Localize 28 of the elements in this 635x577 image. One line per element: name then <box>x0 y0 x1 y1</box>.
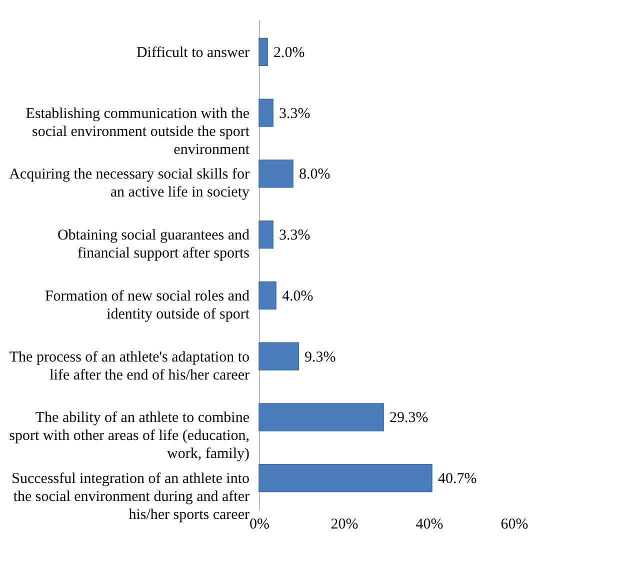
y-tick-label: Acquiring the necessary social skills for an active life in society <box>9 166 250 201</box>
bar <box>258 98 274 127</box>
data-label: 3.3% <box>279 106 310 122</box>
y-tick-label: The process of an athlete's adaptation to life after the end of his/her career <box>9 349 250 384</box>
data-label: 3.3% <box>279 228 310 244</box>
bar <box>258 403 384 432</box>
data-label: 9.3% <box>304 349 336 366</box>
data-label: 4.0% <box>282 288 314 304</box>
data-label: 8.0% <box>299 166 330 183</box>
x-tick-label: 0% <box>250 516 270 532</box>
y-tick-label: Difficult to answer <box>136 44 250 61</box>
y-tick-label: Establishing communication with the social environment outside the sport environment <box>26 106 250 158</box>
x-tick-label: 40% <box>416 516 444 532</box>
bar <box>258 38 268 66</box>
y-tick-label: The ability of an athlete to combine sport with other areas of life (education, work, family) <box>9 410 250 462</box>
y-tick-label: Successful integration of an athlete into the social environment during and after his/her sports career <box>12 471 250 524</box>
data-label: 29.3% <box>390 410 428 426</box>
x-tick-label: 60% <box>500 516 528 532</box>
bar <box>258 342 299 370</box>
bar <box>258 464 432 492</box>
y-tick-label: Formation of new social roles and identity outside of sport <box>44 288 250 322</box>
bar <box>258 220 274 249</box>
bar <box>258 281 276 310</box>
x-tick-label: 20% <box>330 516 358 532</box>
data-label: 2.0% <box>274 44 305 61</box>
y-tick-label: Obtaining social guarantees and financial support after sports <box>57 228 250 262</box>
bar <box>258 160 294 188</box>
data-label: 40.7% <box>438 471 477 488</box>
